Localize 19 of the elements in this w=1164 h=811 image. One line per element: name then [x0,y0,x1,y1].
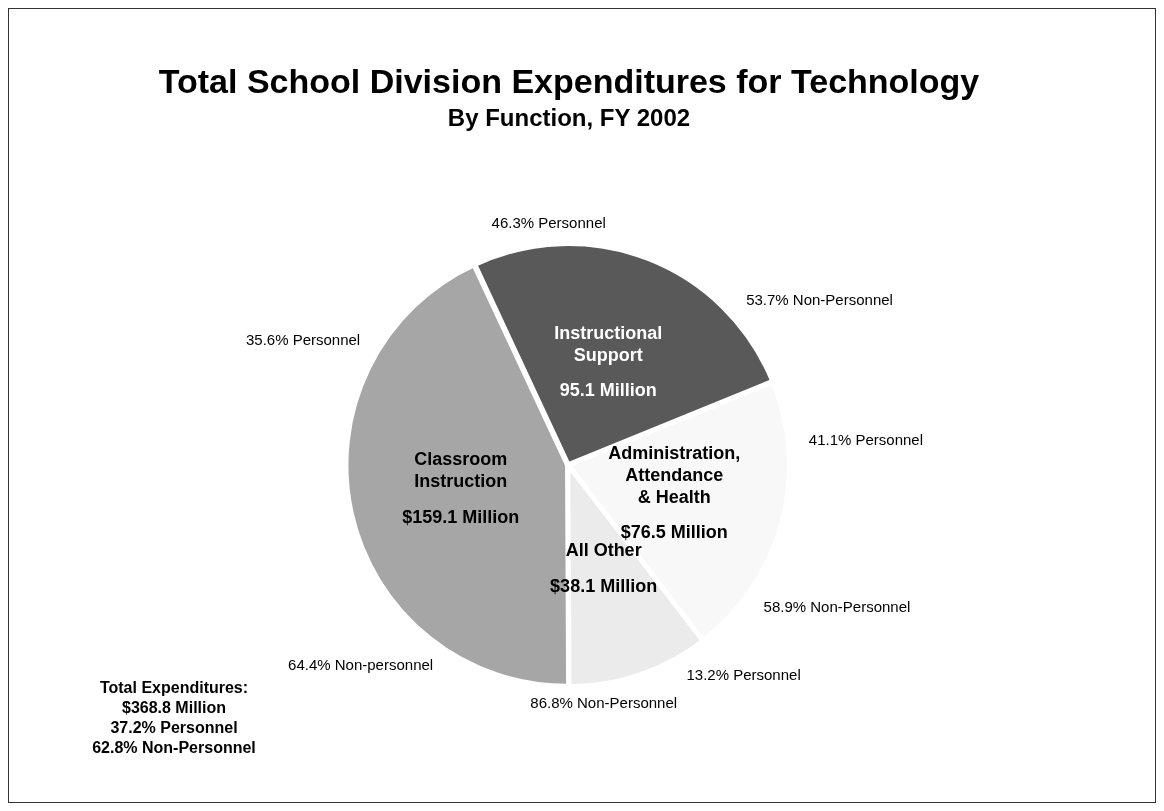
text: 46.3% Personnel [491,213,606,231]
text: 35.6% Personnel [245,331,361,349]
data-label: $38.1 Million [550,575,658,596]
text: 13.2% Personnel [686,666,801,684]
text: Total Expenditures: $368.8 Million 37.2% Personnel 62.8% Non-Personnel [92,679,256,757]
chart-subtitle: By Function, FY 2002 [447,103,691,131]
text: 58.9% Non-Personnel [763,597,911,615]
slice-label: Classroom Instruction [414,449,508,492]
slice-label: All Other [565,540,642,561]
text: 64.4% Non-personnel [288,656,434,674]
slice-label: Instructional Support [554,322,663,365]
slice-label: Administration, Attendance & Health [608,443,741,508]
chart-title: Total School Division Expenditures for Technology [158,62,980,101]
data-label: 95.1 Million [559,380,657,401]
text: 53.7% Non-Personnel [746,291,893,309]
text: 86.8% Non-Personnel [530,694,678,712]
text: 41.1% Personnel [808,430,924,448]
data-label: $76.5 Million [620,522,728,543]
data-label: $159.1 Million [402,506,520,527]
